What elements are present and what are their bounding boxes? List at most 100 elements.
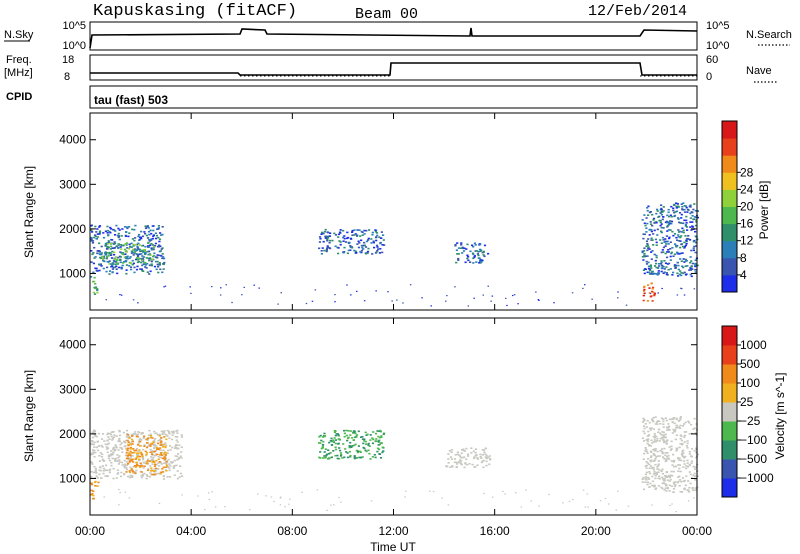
power-cell-5 [647, 247, 650, 250]
power-cell-0 [91, 253, 94, 256]
velocity-cell-3 [346, 452, 349, 454]
velocity-cell-5 [689, 473, 692, 476]
velocity-cell-0 [91, 431, 94, 434]
power-noise-cell [396, 299, 398, 301]
velocity-noise-cell [326, 509, 328, 511]
velocity-cell-5 [685, 431, 688, 433]
velocity-cell-0 [129, 442, 132, 444]
velocity-cell-3 [337, 443, 340, 445]
power-cell-0 [158, 254, 161, 257]
power-cell-1 [102, 255, 105, 258]
velocity-cell-0 [102, 470, 105, 472]
velocity-cell-5 [668, 446, 671, 448]
power-cell-5 [686, 265, 689, 267]
power-cell-0 [96, 236, 99, 238]
velocity-cell-3 [367, 442, 370, 445]
velocity-cell-3 [345, 451, 348, 453]
velocity-y-tick-label: 4000 [59, 338, 86, 352]
velocity-cell-5 [694, 466, 697, 468]
power-cell-5 [679, 270, 682, 272]
velocity-cell-1 [163, 458, 166, 460]
velocity-cell-1 [158, 435, 161, 437]
velocity-cell-0 [158, 433, 161, 436]
power-cell-3 [337, 233, 341, 236]
velocity-cell-5 [657, 477, 660, 480]
velocity-cell-1 [164, 446, 167, 448]
power-cell-0 [108, 230, 111, 233]
velocity-cell-0 [107, 454, 110, 457]
velocity-noise-cell [447, 504, 450, 506]
velocity-cell-5 [645, 460, 648, 463]
power-cell-0 [156, 254, 159, 256]
velocity-cell-0 [107, 432, 110, 435]
velocity-cell-1 [161, 457, 164, 460]
velocity-cell-5 [665, 471, 668, 474]
velocity-cell-5 [673, 422, 676, 425]
velocity-cell-5 [671, 421, 674, 423]
velocity-cell-0 [138, 437, 142, 440]
velocity-cell-3 [333, 430, 336, 432]
velocity-cell-5 [686, 465, 689, 468]
velocity-cell-5 [668, 474, 671, 477]
power-cell-5 [652, 219, 655, 221]
power-noise-cell [391, 300, 393, 302]
velocity-cell-5 [654, 423, 657, 425]
velocity-cell-1 [153, 470, 156, 472]
velocity-cell-4 [450, 458, 453, 460]
power-cell-0 [150, 264, 154, 267]
velocity-cell-0 [179, 472, 183, 475]
power-cell-5 [681, 205, 684, 208]
velocity-cell-5 [669, 478, 672, 481]
power-cell-5 [652, 233, 655, 235]
velocity-cell-5 [679, 416, 682, 418]
velocity-cell-0 [118, 440, 121, 443]
velocity-cell-3 [364, 449, 367, 452]
velocity-cell-1 [155, 459, 158, 462]
velocity-noise-cell [224, 506, 226, 508]
velocity-cell-5 [664, 454, 667, 457]
power-cell-1 [141, 259, 144, 261]
power-cell-5 [646, 222, 649, 225]
power-cell-6 [651, 290, 654, 293]
power-cell-3 [343, 235, 346, 237]
power-cell-1 [122, 253, 125, 256]
velocity-colorbar-segment [722, 478, 737, 498]
velocity-cell-5 [662, 426, 665, 428]
velocity-cell-5 [672, 481, 675, 484]
power-cell-1 [101, 256, 104, 259]
velocity-noise-cell [279, 504, 282, 506]
velocity-cell-3 [343, 456, 346, 459]
velocity-cell-3 [343, 432, 346, 435]
power-cell-0 [90, 238, 93, 241]
power-cell-5 [662, 246, 665, 249]
power-colorbar-segment [722, 274, 737, 293]
power-cell-1 [125, 251, 128, 253]
power-cell-1 [151, 248, 154, 250]
power-cell-4 [487, 252, 490, 255]
velocity-cell-5 [665, 459, 668, 462]
velocity-cell-0 [117, 463, 120, 465]
power-cell-3 [363, 229, 366, 232]
velocity-cell-1 [145, 438, 148, 441]
velocity-cell-1 [139, 462, 142, 464]
velocity-cell-3 [332, 441, 336, 443]
velocity-cell-0 [115, 477, 118, 479]
velocity-cell-4 [460, 457, 463, 459]
power-cell-0 [98, 269, 101, 272]
power-cell-5 [665, 235, 668, 237]
velocity-cell-3 [377, 440, 380, 442]
power-cell-5 [687, 238, 690, 240]
velocity-cell-4 [475, 454, 478, 456]
power-cell-3 [348, 241, 351, 244]
velocity-cell-0 [92, 451, 95, 454]
power-cell-6 [651, 288, 654, 290]
velocity-cell-3 [367, 449, 370, 452]
power-cell-5 [648, 228, 651, 231]
cpid-panel [89, 85, 698, 109]
velocity-cell-3 [343, 435, 346, 438]
velocity-cell-5 [647, 476, 650, 479]
velocity-cell-5 [642, 425, 646, 427]
power-cell-4 [482, 254, 485, 256]
velocity-cell-0 [93, 471, 96, 474]
power-cell-5 [694, 271, 697, 273]
